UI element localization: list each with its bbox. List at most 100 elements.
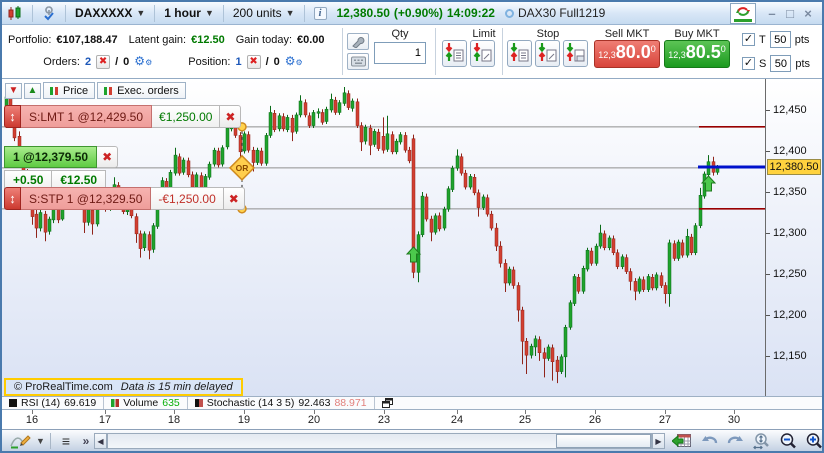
separator [303,4,305,22]
minimize-button[interactable]: – [768,5,776,21]
time-axis-label: 24 [450,414,464,426]
cancel-limit-button[interactable]: ✖ [220,105,242,128]
sell-stop-order-button[interactable] [507,40,532,67]
sell-limit-order-label[interactable]: S:LMT 1 @12,429.50 [21,105,153,128]
redo-button[interactable] [724,432,746,450]
orders-settings-icon[interactable]: ⚙⚙ [134,54,153,68]
buy-price-fraction: 0 [720,44,726,54]
units-dropdown[interactable]: 200 units ▼ [228,6,300,20]
time-axis-label: 25 [518,414,532,426]
stochastic-name: Stochastic (14 3 5) [206,397,295,409]
separator [222,4,224,22]
drawing-tool-button[interactable] [7,432,33,450]
axis-tick [32,410,33,414]
scroll-right-button[interactable]: ▶ [652,433,665,449]
drawing-tool-dropdown[interactable]: ▼ [36,436,45,446]
position-label[interactable]: 1 @12,379.50 [4,146,98,168]
title-bar: DAXXXXX ▼ 1 hour ▼ 200 units ▼ i 12,380.… [2,2,822,25]
close-position-button[interactable]: ✖ [97,146,119,168]
sell-limit-order-button[interactable] [442,40,467,67]
expand-toolbar-button[interactable]: » [82,434,90,448]
sell-shortcut-button[interactable]: ▼ [5,82,22,99]
protection-label: S [759,57,767,70]
price-axis-label: 12,300 [773,227,807,239]
link-chart-icon[interactable] [37,5,61,21]
quantity-input[interactable] [374,42,426,64]
detach-panel-button[interactable] [375,397,400,409]
buy-stop-order-button[interactable] [535,40,560,67]
order-drag-handle[interactable]: ↕ [4,187,21,210]
axis-tick [766,274,770,275]
oco-bracket-marker[interactable]: OR [228,122,256,214]
trailing-stop-icon [565,42,586,66]
position-pending: 0 [273,56,280,68]
position-settings-icon[interactable]: ⚙⚙ [284,54,303,68]
gain-today-value: €0.00 [297,34,325,46]
candle-icon [104,86,113,95]
tab-stochastic[interactable]: Stochastic (14 3 5) 92.463 88.971 [188,397,375,409]
symbol-dropdown[interactable]: DAXXXXX ▼ [70,6,150,20]
undo-button[interactable] [698,432,720,450]
trailing-stop-order-button[interactable] [563,40,588,67]
stochastic-icon [194,399,203,407]
close-position-button[interactable]: ✖ [246,55,261,69]
tab-price-label: Price [63,84,89,97]
axis-tick [525,410,526,414]
separator [65,4,66,22]
buy-limit-order-button[interactable] [470,40,495,67]
go-to-date-button[interactable] [670,432,694,450]
scroll-left-button[interactable]: ◀ [94,433,107,449]
down-arrow-icon: ▼ [8,85,19,96]
last-price-tag: 12,380.50 [767,159,821,175]
axis-tick [766,192,770,193]
stochastic-value2: 88.971 [334,397,367,409]
info-icon[interactable]: i [309,6,332,20]
rsi-value: 69.619 [64,397,97,409]
target-points-input[interactable] [769,31,791,48]
refresh-button[interactable] [730,2,756,24]
cancel-stop-button[interactable]: ✖ [223,187,245,210]
volume-value: 635 [162,397,180,409]
sell-market-button[interactable]: 12,3 80.0 0 [594,40,660,68]
menu-button[interactable]: ≡ [61,433,71,449]
order-settings-button[interactable] [347,33,369,50]
protection-points-input[interactable] [770,55,792,72]
buy-market-button[interactable]: 12,3 80.5 0 [664,40,730,68]
zoom-fit-button[interactable] [750,432,774,450]
live-quote: 12,380.50 (+0.90%) 14:09:22 [332,6,500,20]
refresh-icon [736,6,750,16]
time-axis-label: 16 [25,414,39,426]
keyboard-trading-button[interactable] [347,53,369,70]
maximize-button[interactable]: □ [786,5,794,21]
chart-scrollbar[interactable] [107,433,652,449]
quote-change: (+0.90%) [393,6,443,20]
zoom-out-button[interactable] [776,432,800,450]
feed-status-icon [504,8,514,18]
zoom-in-button[interactable] [802,432,822,450]
protection-checkbox[interactable]: ✓ [742,57,755,70]
calendar-icon [672,434,691,448]
target-row: ✓ T pts [742,31,809,48]
time-axis: 16 17 18 19 20 23 24 25 26 27 30 [2,410,822,429]
price-axis[interactable]: 12,380.50 12,450 12,400 12,350 12,300 12,250… [765,79,822,396]
timeframe-label: 1 hour [164,6,201,20]
close-button[interactable]: × [804,5,812,21]
tab-exec-orders[interactable]: Exec. orders [97,82,186,99]
limit-order-icon [444,42,465,66]
order-drag-handle[interactable]: ↕ [4,105,21,128]
volume-name: Volume [123,397,159,409]
timeframe-dropdown[interactable]: 1 hour ▼ [159,6,219,20]
cancel-orders-button[interactable]: ✖ [96,55,111,69]
indicator-tab-bar: RSI (14) 69.619 Volume 635 Stochastic (1… [2,396,822,410]
tab-exec-orders-label: Exec. orders [117,84,179,97]
sell-stop-order-label[interactable]: S:STP 1 @12,329.50 [21,187,152,210]
position-slash: / [265,56,269,68]
tab-price[interactable]: Price [43,82,96,99]
sell-limit-order-row: ↕ S:LMT 1 @12,429.50 €1,250.00 ✖ [4,105,242,128]
tab-volume[interactable]: Volume 635 [104,397,188,409]
separator [32,4,33,22]
tab-rsi[interactable]: RSI (14) 69.619 [2,397,105,409]
target-checkbox[interactable]: ✓ [742,33,755,46]
scrollbar-thumb[interactable] [556,434,651,448]
buy-shortcut-button[interactable]: ▲ [24,82,41,99]
